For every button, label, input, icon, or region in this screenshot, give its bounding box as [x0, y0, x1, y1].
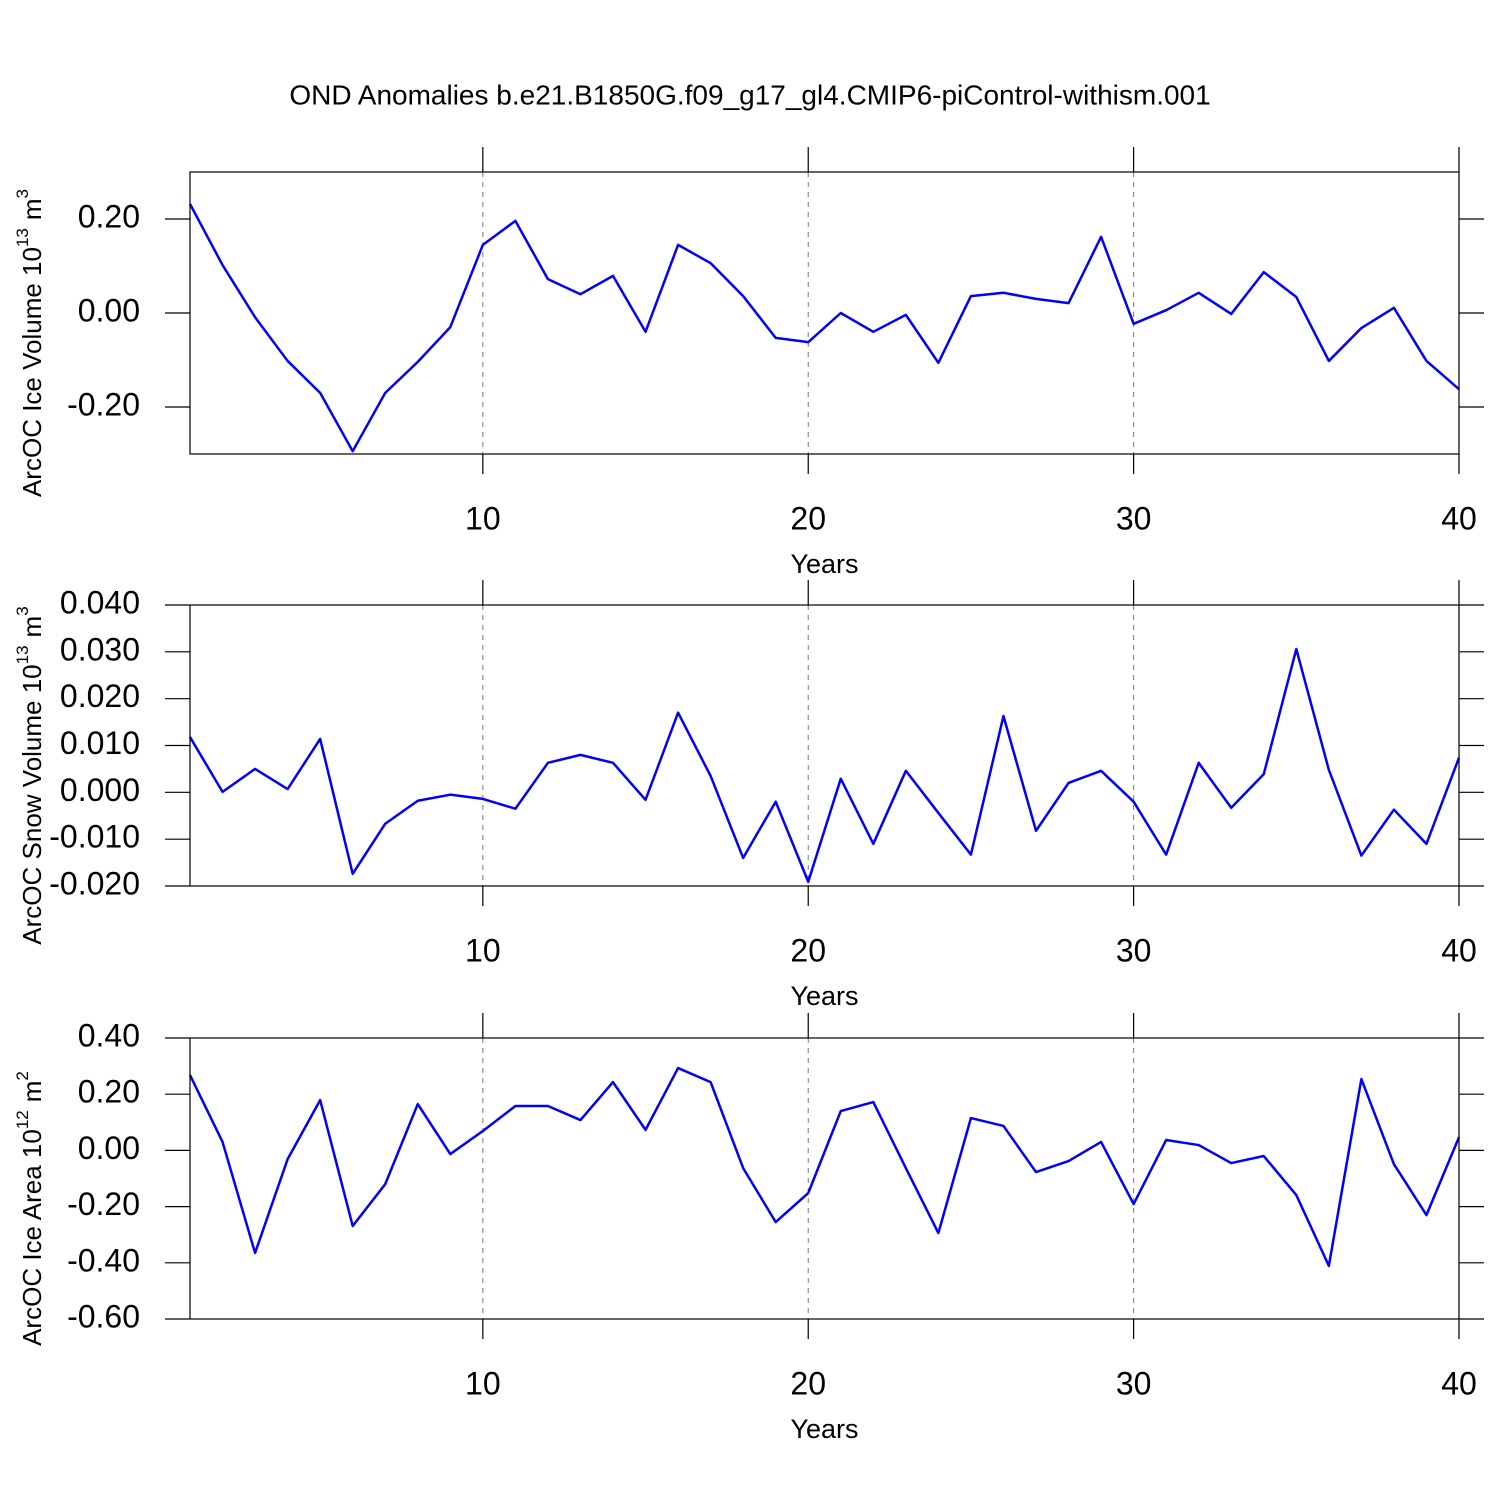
y-axis-title-exponent: 13	[13, 645, 32, 664]
x-tick-label: 10	[465, 932, 501, 968]
y-tick-label: 0.00	[78, 292, 140, 328]
x-axis-title: Years	[790, 549, 858, 579]
y-axis-title: ArcOC Snow Volume 1013 m3	[13, 606, 46, 944]
y-tick-label: 0.030	[60, 631, 140, 667]
y-axis-title-unit: m	[17, 1081, 47, 1103]
x-tick-label: 30	[1116, 500, 1152, 536]
y-tick-label: -0.40	[67, 1242, 140, 1278]
y-tick-label: 0.020	[60, 678, 140, 714]
plot-frame	[189, 1037, 1460, 1320]
y-tick-label: -0.010	[49, 819, 140, 855]
x-tick-label: 20	[790, 500, 826, 536]
data-line	[188, 647, 1461, 884]
x-tick-label: 40	[1441, 500, 1477, 536]
y-tick-label: 0.40	[78, 1017, 140, 1053]
x-tick-label: 30	[1116, 1365, 1152, 1401]
x-tick-label: 40	[1441, 932, 1477, 968]
x-tick-label: 20	[790, 932, 826, 968]
figure-title: OND Anomalies b.e21.B1850G.f09_g17_gl4.C…	[289, 79, 1210, 110]
x-axis-title: Years	[790, 1414, 858, 1444]
y-tick-label: 0.20	[78, 198, 140, 234]
y-tick-label: -0.020	[49, 865, 140, 901]
y-axis-title-unit: m	[17, 198, 47, 220]
x-tick-label: 20	[790, 1365, 826, 1401]
y-tick-label: -0.20	[67, 1186, 140, 1222]
y-axis-title-unit-power: 3	[13, 189, 32, 198]
y-tick-label: -0.20	[67, 386, 140, 422]
y-axis-title-exponent: 13	[13, 228, 32, 247]
y-axis-title: ArcOC Ice Volume 1013 m3	[13, 189, 46, 497]
y-tick-label: 0.000	[60, 772, 140, 808]
x-tick-label: 30	[1116, 932, 1152, 968]
y-axis-title-exponent: 12	[13, 1110, 32, 1129]
y-axis-title-text: ArcOC Ice Volume 10	[17, 247, 47, 497]
x-axis-title: Years	[790, 981, 858, 1011]
plot-frame	[189, 171, 1460, 455]
y-axis-title-unit-power: 3	[13, 606, 32, 615]
plot-frame	[189, 604, 1460, 887]
y-tick-label: 0.20	[78, 1074, 140, 1110]
data-line	[188, 1066, 1461, 1268]
y-tick-label: 0.040	[60, 584, 140, 620]
y-axis-title-text: ArcOC Ice Area 10	[17, 1129, 47, 1346]
y-axis-title: ArcOC Ice Area 1012 m2	[13, 1071, 46, 1346]
x-tick-label: 10	[465, 500, 501, 536]
y-axis-title-unit-power: 2	[13, 1071, 32, 1080]
data-line	[188, 203, 1460, 453]
x-tick-label: 40	[1441, 1365, 1477, 1401]
y-axis-title-text: ArcOC Snow Volume 10	[17, 664, 47, 944]
y-axis-title-unit: m	[17, 616, 47, 638]
y-tick-label: -0.60	[67, 1298, 140, 1334]
y-tick-label: 0.010	[60, 725, 140, 761]
x-tick-label: 10	[465, 1365, 501, 1401]
y-tick-label: 0.00	[78, 1130, 140, 1166]
